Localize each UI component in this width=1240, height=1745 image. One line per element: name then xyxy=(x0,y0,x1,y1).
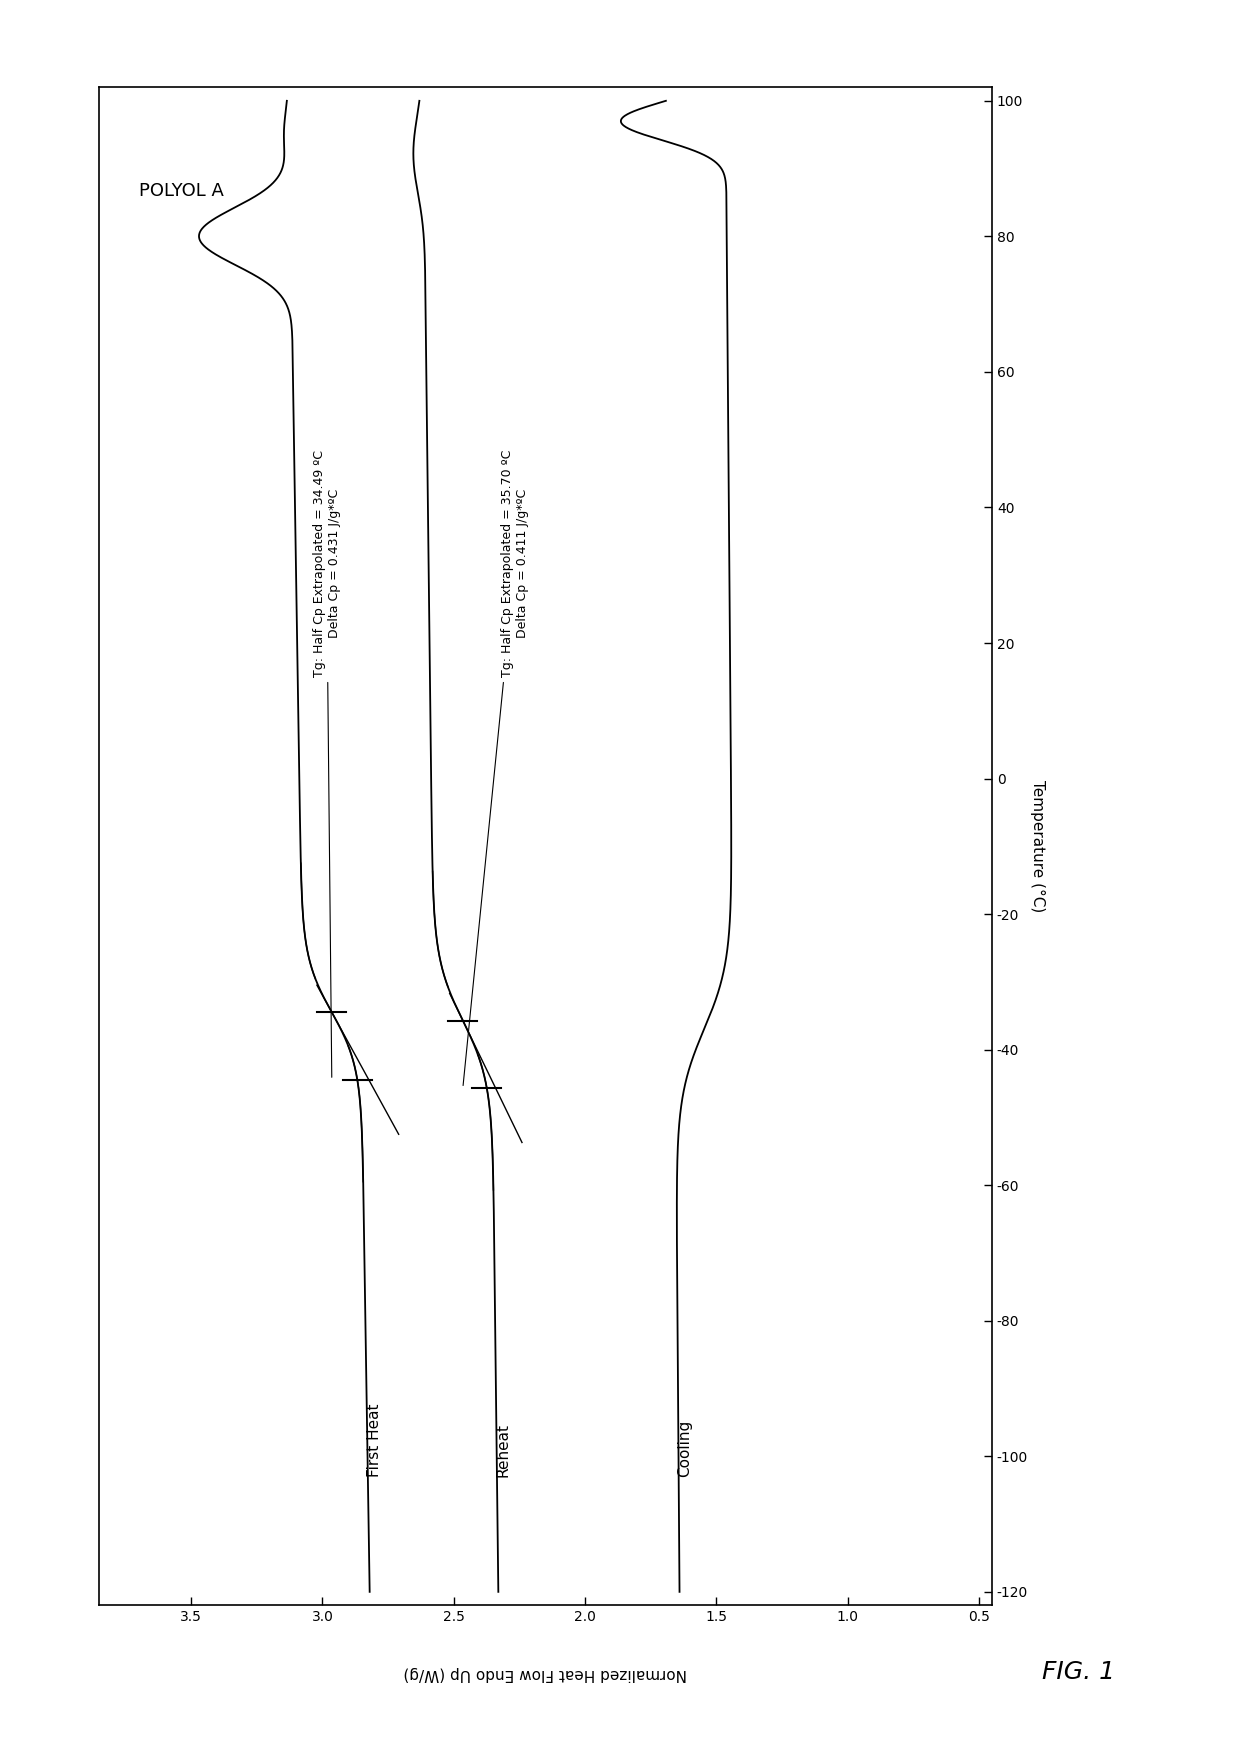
Text: Cooling: Cooling xyxy=(677,1419,692,1476)
Text: Reheat: Reheat xyxy=(496,1422,511,1476)
Text: POLYOL A: POLYOL A xyxy=(139,181,223,201)
Text: Tg: Half Cp Extrapolated = 35.70 ºC
Delta Cp = 0.411 J/g*ºC: Tg: Half Cp Extrapolated = 35.70 ºC Delt… xyxy=(463,450,529,1085)
Text: First Heat: First Heat xyxy=(367,1403,382,1476)
X-axis label: Normalized Heat Flow Endo Up (W/g): Normalized Heat Flow Endo Up (W/g) xyxy=(404,1666,687,1680)
Text: Tg: Half Cp Extrapolated = 34.49 ºC
Delta Cp = 0.431 J/g*ºC: Tg: Half Cp Extrapolated = 34.49 ºC Delt… xyxy=(312,450,341,1077)
Text: FIG. 1: FIG. 1 xyxy=(1043,1659,1115,1684)
Y-axis label: Temperature (°C): Temperature (°C) xyxy=(1029,780,1045,913)
